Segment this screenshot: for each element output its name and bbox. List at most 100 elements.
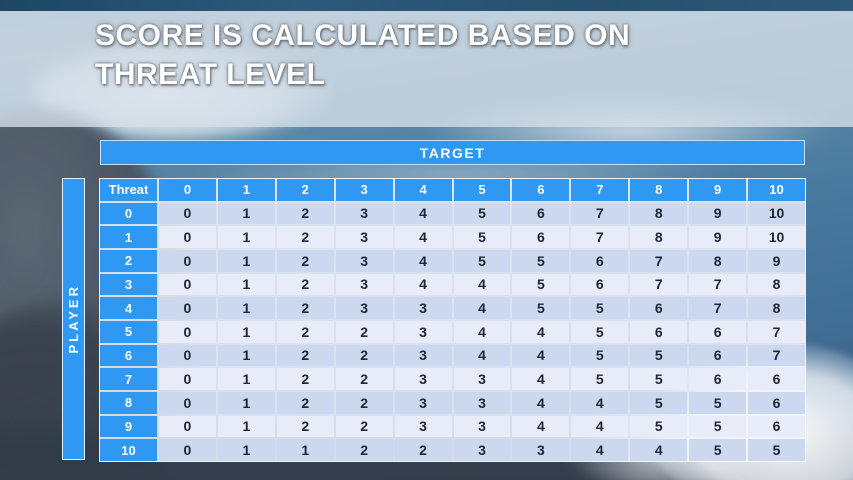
score-cell-r10-c3: 2	[335, 439, 393, 461]
score-cell-r7-c5: 3	[453, 368, 511, 390]
score-cell-r10-c9: 5	[689, 439, 747, 461]
score-cell-r0-c1: 1	[217, 202, 275, 225]
score-cell-r8-c4: 3	[394, 391, 452, 414]
score-cell-r2-c9: 8	[689, 249, 747, 272]
column-header-3: 3	[335, 179, 393, 201]
score-cell-r4-c6: 5	[512, 297, 570, 319]
score-cell-r7-c2: 2	[276, 368, 334, 390]
score-cell-r5-c6: 4	[512, 320, 570, 343]
score-cell-r7-c0: 0	[159, 368, 216, 390]
score-cell-r2-c6: 5	[512, 249, 570, 272]
score-cell-r9-c1: 1	[217, 415, 275, 438]
score-cell-r6-c7: 5	[571, 344, 629, 367]
score-cell-r4-c3: 3	[335, 297, 393, 319]
target-axis-header: TARGET	[100, 140, 805, 165]
player-axis-label: PLAYER	[66, 284, 81, 354]
score-cell-r5-c0: 0	[159, 320, 216, 343]
score-cell-r5-c3: 2	[335, 320, 393, 343]
score-cell-r10-c8: 4	[630, 439, 688, 461]
score-cell-r1-c0: 0	[159, 226, 216, 248]
score-cell-r2-c5: 5	[453, 249, 511, 272]
score-cell-r2-c0: 0	[159, 249, 216, 272]
score-cell-r9-c6: 4	[512, 415, 570, 438]
score-cell-r5-c7: 5	[571, 320, 629, 343]
score-cell-r6-c4: 3	[394, 344, 452, 367]
score-cell-r0-c5: 5	[453, 202, 511, 225]
score-cell-r0-c2: 2	[276, 202, 334, 225]
score-cell-r1-c8: 8	[630, 226, 688, 248]
row-header-7: 7	[100, 368, 157, 390]
score-cell-r7-c8: 5	[630, 368, 688, 390]
player-axis-header: PLAYER	[62, 178, 85, 460]
score-cell-r5-c9: 6	[689, 320, 747, 343]
row-header-4: 4	[100, 297, 157, 319]
score-cell-r9-c5: 3	[453, 415, 511, 438]
target-axis-label: TARGET	[419, 144, 486, 161]
score-cell-r2-c1: 1	[217, 249, 275, 272]
score-cell-r9-c3: 2	[335, 415, 393, 438]
score-cell-r6-c0: 0	[159, 344, 216, 367]
score-cell-r5-c5: 4	[453, 320, 511, 343]
score-cell-r7-c3: 2	[335, 368, 393, 390]
score-cell-r9-c10: 6	[748, 415, 805, 438]
score-cell-r6-c6: 4	[512, 344, 570, 367]
score-cell-r2-c2: 2	[276, 249, 334, 272]
score-cell-r9-c2: 2	[276, 415, 334, 438]
score-cell-r10-c2: 1	[276, 439, 334, 461]
column-header-6: 6	[512, 179, 570, 201]
score-cell-r7-c6: 4	[512, 368, 570, 390]
score-cell-r8-c2: 2	[276, 391, 334, 414]
slide-title-line2: THREAT LEVEL	[95, 58, 326, 91]
row-header-10: 10	[100, 439, 157, 461]
score-cell-r1-c5: 5	[453, 226, 511, 248]
score-cell-r8-c7: 4	[571, 391, 629, 414]
column-header-8: 8	[630, 179, 688, 201]
score-cell-r3-c9: 7	[689, 273, 747, 296]
row-header-1: 1	[100, 226, 157, 248]
score-cell-r8-c8: 5	[630, 391, 688, 414]
score-cell-r4-c9: 7	[689, 297, 747, 319]
score-cell-r6-c10: 7	[748, 344, 805, 367]
score-cell-r6-c3: 2	[335, 344, 393, 367]
score-cell-r4-c10: 8	[748, 297, 805, 319]
score-cell-r8-c3: 2	[335, 391, 393, 414]
score-cell-r9-c8: 5	[630, 415, 688, 438]
row-header-2: 2	[100, 249, 157, 272]
score-cell-r1-c4: 4	[394, 226, 452, 248]
score-cell-r10-c10: 5	[748, 439, 805, 461]
score-cell-r4-c7: 5	[571, 297, 629, 319]
column-header-9: 9	[689, 179, 747, 201]
score-cell-r0-c3: 3	[335, 202, 393, 225]
score-cell-r0-c10: 10	[748, 202, 805, 225]
row-header-8: 8	[100, 391, 157, 414]
score-cell-r3-c6: 5	[512, 273, 570, 296]
score-cell-r8-c5: 3	[453, 391, 511, 414]
row-header-5: 5	[100, 320, 157, 343]
score-cell-r7-c1: 1	[217, 368, 275, 390]
score-cell-r1-c6: 6	[512, 226, 570, 248]
score-cell-r2-c3: 3	[335, 249, 393, 272]
score-cell-r7-c4: 3	[394, 368, 452, 390]
score-cell-r10-c4: 2	[394, 439, 452, 461]
score-cell-r2-c8: 7	[630, 249, 688, 272]
score-cell-r1-c2: 2	[276, 226, 334, 248]
score-cell-r2-c10: 9	[748, 249, 805, 272]
score-cell-r5-c2: 2	[276, 320, 334, 343]
score-cell-r3-c10: 8	[748, 273, 805, 296]
score-cell-r0-c7: 7	[571, 202, 629, 225]
row-header-6: 6	[100, 344, 157, 367]
score-cell-r4-c0: 0	[159, 297, 216, 319]
score-cell-r8-c9: 5	[689, 391, 747, 414]
score-cell-r3-c3: 3	[335, 273, 393, 296]
score-matrix-table: Threat 0 1 2 3 4 5 6 7 8 9 10 0 0 1 2 3 4 5 6 7 8 9 10 1 0 1 2 3 4 5 6 7…	[99, 178, 806, 462]
slide-title: SCORE IS CALCULATED BASED ON THREAT LEVE…	[95, 16, 630, 94]
score-cell-r9-c7: 4	[571, 415, 629, 438]
score-cell-r0-c9: 9	[689, 202, 747, 225]
score-cell-r6-c2: 2	[276, 344, 334, 367]
slide-title-line1: SCORE IS CALCULATED BASED ON	[95, 19, 631, 52]
score-cell-r5-c4: 3	[394, 320, 452, 343]
score-cell-r7-c7: 5	[571, 368, 629, 390]
score-cell-r3-c1: 1	[217, 273, 275, 296]
column-header-0: 0	[159, 179, 216, 201]
